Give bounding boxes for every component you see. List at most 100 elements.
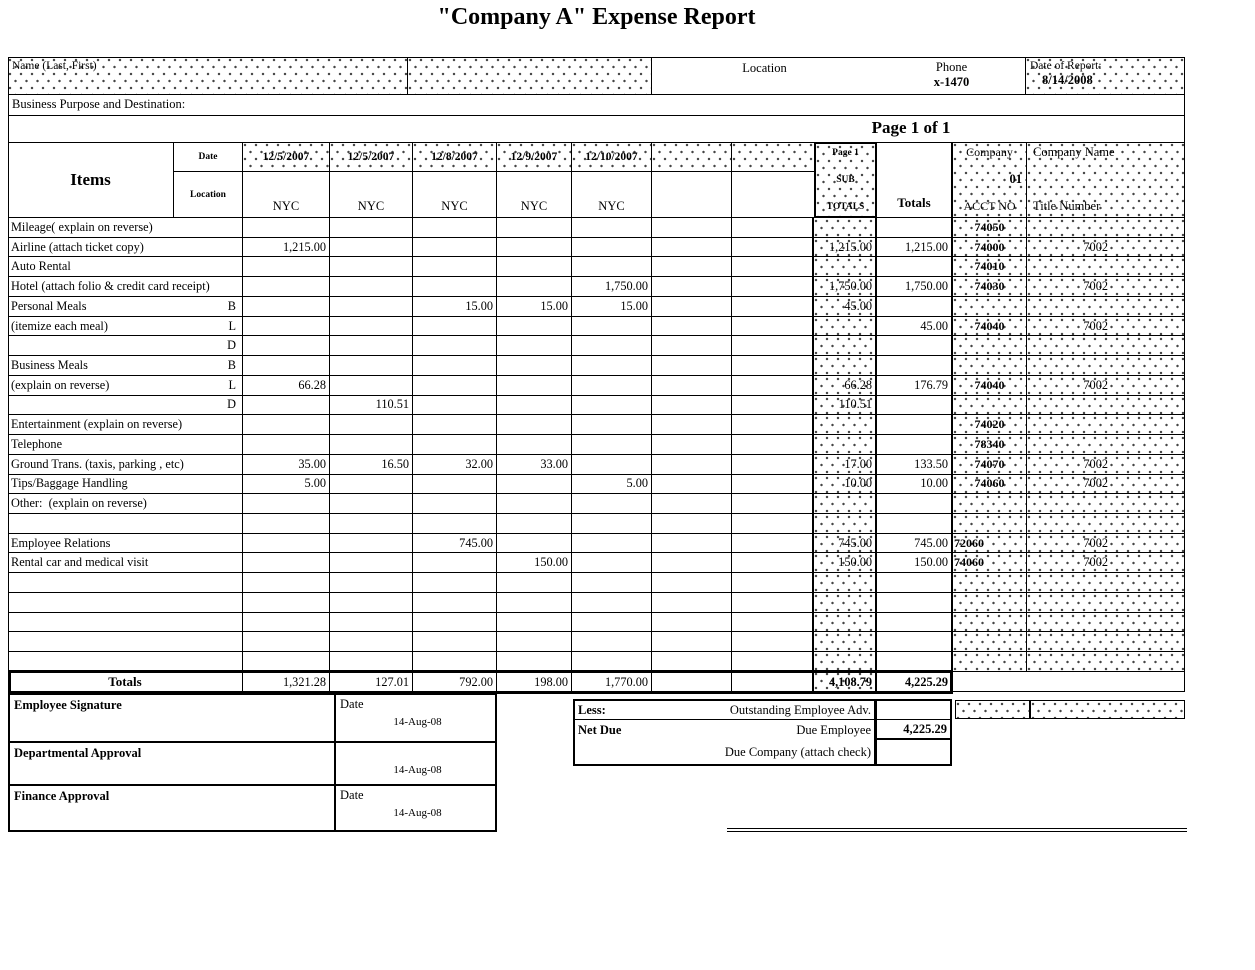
- sub-total-cell: [814, 415, 877, 436]
- value-cell: [732, 632, 814, 653]
- sub-total-cell: [814, 573, 877, 593]
- acct-no-cell: 74040: [953, 375, 1027, 396]
- item-label: Telephone: [11, 436, 63, 451]
- value-cell: 15.00: [413, 296, 497, 317]
- item-label: (explain on reverse): [11, 377, 110, 392]
- value-cell: [497, 218, 572, 238]
- item-label: Ground Trans. (taxis, parking , etc): [11, 456, 184, 471]
- less-desc-cell: Less: Outstanding Employee Adv.: [575, 701, 874, 719]
- total-cell: [877, 296, 953, 317]
- value-cell: [243, 336, 330, 357]
- value-cell: [330, 612, 413, 633]
- total-cell: 1,750.00: [877, 277, 953, 297]
- title-number-cell: 7002: [1027, 277, 1185, 297]
- value-cell: [330, 375, 413, 396]
- totals-row: Totals 1,321.28 127.01 792.00 198.00 1,770.00…: [8, 671, 953, 693]
- employee-signature-label: Employee Signature: [10, 695, 336, 741]
- value-cell: [652, 573, 732, 593]
- value-cell: [732, 237, 814, 258]
- table-row: Business Meals B: [8, 356, 1185, 376]
- value-cell: [732, 395, 814, 416]
- item-cell: [8, 632, 243, 653]
- item-cell: Ground Trans. (taxis, parking , etc): [8, 454, 243, 475]
- value-cell: [497, 592, 572, 613]
- value-cell: [652, 474, 732, 495]
- acct-no-cell: 74060: [953, 553, 1027, 574]
- date-value: 14-Aug-08: [393, 716, 442, 728]
- total-cell: [877, 415, 953, 436]
- item-label: Business Meals: [11, 358, 88, 372]
- value-cell: [413, 573, 497, 593]
- date-label: Date: [340, 788, 364, 802]
- sub-total-cell: [814, 257, 877, 278]
- value-cell: [413, 632, 497, 653]
- value-cell: [413, 316, 497, 337]
- total-cell: 133.50: [877, 454, 953, 475]
- company-name-label: Company Name: [1033, 145, 1115, 159]
- value-cell: 110.51: [330, 395, 413, 416]
- value-cell: [243, 316, 330, 337]
- value-cell: 33.00: [497, 454, 572, 475]
- sub-total-cell: 66.28: [814, 375, 877, 396]
- value-cell: [330, 237, 413, 258]
- value-cell: [243, 632, 330, 653]
- location-header-cell: [652, 172, 732, 218]
- company-acct-header: Company 01 ACCT NO: [953, 142, 1027, 218]
- value-cell: [497, 415, 572, 436]
- date-of-report-cell: Date of Report: 8/14/2008: [1026, 57, 1185, 95]
- value-cell: [330, 218, 413, 238]
- finance-approval-date-cell: Date 14-Aug-08: [336, 786, 495, 830]
- value-cell: [572, 415, 652, 436]
- value-cell: [572, 553, 652, 574]
- totals-value-cell: [652, 671, 732, 693]
- item-label: Mileage( explain on reverse): [11, 219, 153, 234]
- title-number-cell: 7002: [1027, 474, 1185, 495]
- value-cell: [330, 573, 413, 593]
- less-value-cell: [874, 701, 950, 719]
- value-cell: [330, 652, 413, 672]
- item-cell: Airline (attach ticket copy): [8, 237, 243, 258]
- acct-no-cell: [953, 652, 1027, 672]
- totals-value-cell: 1,321.28: [243, 671, 330, 693]
- location-header-cell: NYC: [572, 172, 652, 218]
- footer-dotted-cell-acct: [955, 700, 1030, 719]
- value-cell: 35.00: [243, 454, 330, 475]
- total-cell: [877, 356, 953, 376]
- value-cell: [652, 435, 732, 455]
- phone-cell: Phone x-1470: [877, 60, 1026, 90]
- net-due-label: Net Due: [578, 722, 622, 737]
- value-cell: [330, 356, 413, 376]
- value-cell: [572, 514, 652, 534]
- sub-total-cell: 45.00: [814, 296, 877, 317]
- value-cell: [732, 514, 814, 534]
- date-header-cell: 12/5/2007: [330, 142, 413, 172]
- acct-no-cell: [953, 612, 1027, 633]
- acct-no-label: ACCT NO: [963, 199, 1016, 213]
- table-row: Ground Trans. (taxis, parking , etc) 35.0…: [8, 454, 1185, 475]
- value-cell: [652, 553, 732, 574]
- value-cell: [732, 435, 814, 455]
- title-number-cell: [1027, 356, 1185, 376]
- value-cell: 5.00: [572, 474, 652, 495]
- item-cell: [8, 612, 243, 633]
- table-row: Airline (attach ticket copy) 1,215.00 1,21…: [8, 237, 1185, 258]
- date-row-label: Date: [174, 142, 243, 172]
- value-cell: [413, 435, 497, 455]
- item-cell: (explain on reverse) L: [8, 375, 243, 396]
- value-cell: [652, 632, 732, 653]
- value-cell: [330, 296, 413, 317]
- value-cell: [572, 632, 652, 653]
- date-of-report-label: Date of Report:: [1030, 60, 1102, 72]
- value-cell: [572, 336, 652, 357]
- totals-value-cell: [732, 671, 814, 693]
- value-cell: [497, 257, 572, 278]
- value-cell: [497, 494, 572, 515]
- value-cell: [413, 375, 497, 396]
- value-cell: [652, 514, 732, 534]
- meal-letter: D: [227, 397, 236, 412]
- table-row: Personal Meals B 15.00 15.00 15.00 45.00: [8, 296, 1185, 317]
- item-label: Tips/Baggage Handling: [11, 476, 128, 491]
- table-row: [8, 592, 1185, 613]
- sub-total-cell: [814, 494, 877, 515]
